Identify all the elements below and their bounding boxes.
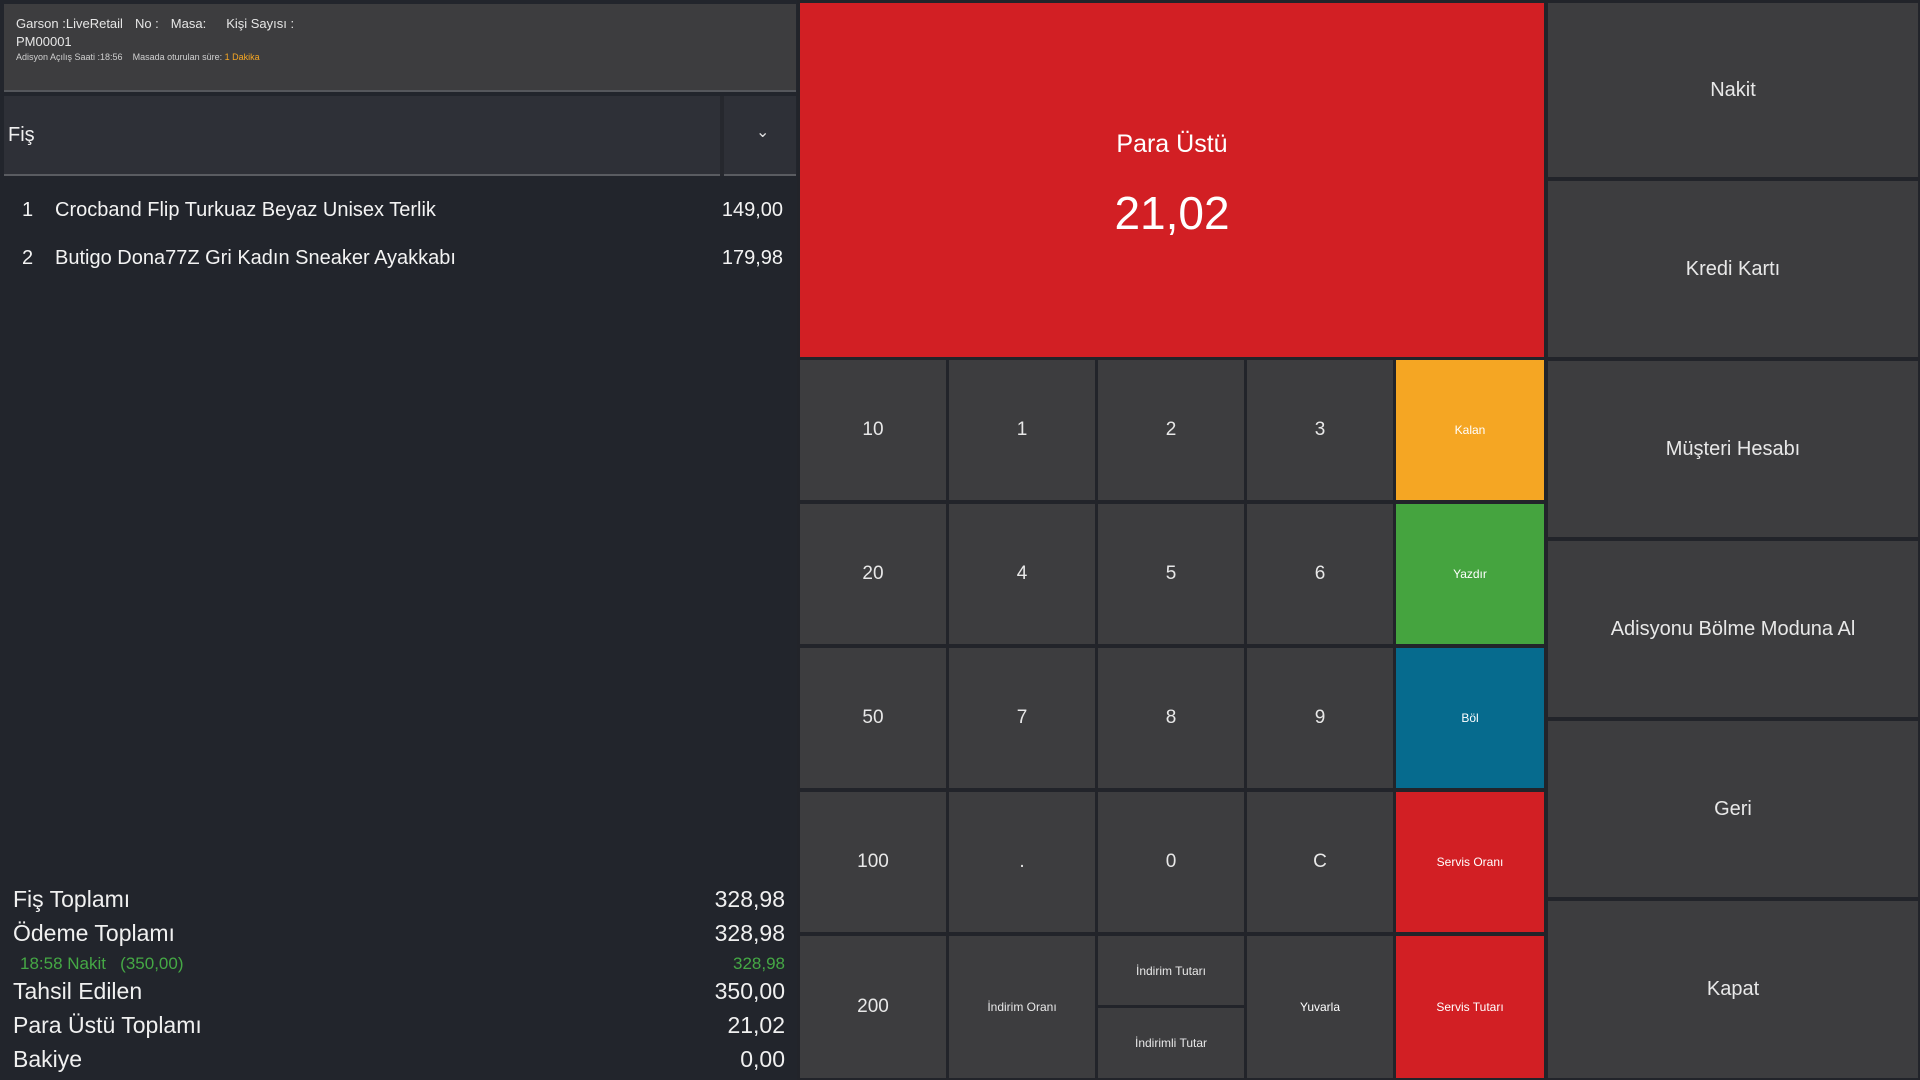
print-button[interactable]: Yazdır <box>1396 504 1544 644</box>
customer-account-button[interactable]: Müşteri Hesabı <box>1548 361 1918 537</box>
decimal-point-button[interactable]: . <box>949 792 1095 932</box>
guest-count-label: Kişi Sayısı : <box>226 16 295 31</box>
receipt-type-select[interactable]: Fiş ⌄ <box>4 96 796 176</box>
item-name: Butigo Dona77Z Gri Kadın Sneaker Ayakkab… <box>55 247 456 269</box>
list-item[interactable]: 1 Crocband Flip Turkuaz Beyaz Unisex Ter… <box>0 192 797 240</box>
order-info-header: Garson :LiveRetail No : Masa: Kişi Sayıs… <box>4 4 796 90</box>
key-7-button[interactable]: 7 <box>949 648 1095 788</box>
table-label: Masa: <box>170 16 207 31</box>
balance-row: Bakiye 0,00 <box>13 1046 785 1080</box>
receipt-total-value: 328,98 <box>714 886 785 912</box>
item-price: 149,00 <box>721 199 783 221</box>
totals-summary: Fiş Toplamı 328,98 Ödeme Toplamı 328,98 … <box>13 886 785 1080</box>
key-3-button[interactable]: 3 <box>1247 360 1393 500</box>
change-total-value: 21,02 <box>727 1012 785 1038</box>
credit-card-button[interactable]: Kredi Kartı <box>1548 181 1918 357</box>
seated-duration-value: 1 Dakika <box>224 52 260 62</box>
quick-amount-200-button[interactable]: 200 <box>800 936 946 1078</box>
collected-row: Tahsil Edilen 350,00 <box>13 978 785 1012</box>
select-divider <box>720 96 724 176</box>
payment-line-value: 328,98 <box>733 954 785 973</box>
order-no-label: No : <box>134 16 159 31</box>
item-price: 179,98 <box>721 247 783 269</box>
service-rate-button[interactable]: Servis Oranı <box>1396 792 1544 932</box>
quick-amount-10-button[interactable]: 10 <box>800 360 946 500</box>
balance-label: Bakiye <box>13 1046 83 1072</box>
change-display: Para Üstü 21,02 <box>800 3 1544 357</box>
clear-button[interactable]: C <box>1247 792 1393 932</box>
key-9-button[interactable]: 9 <box>1247 648 1393 788</box>
payment-line-label: 18:58 Nakit (350,00) <box>20 954 184 973</box>
payment-total-row: Ödeme Toplamı 328,98 <box>13 920 785 954</box>
change-label: Para Üstü <box>1116 130 1228 158</box>
collected-value: 350,00 <box>714 978 785 1004</box>
discount-rate-button[interactable]: İndirim Oranı <box>949 936 1095 1078</box>
item-number: 1 <box>22 199 34 221</box>
change-total-label: Para Üstü Toplamı <box>13 1012 202 1038</box>
waiter-label: Garson :LiveRetail <box>16 16 123 31</box>
change-value: 21,02 <box>1114 187 1230 239</box>
key-8-button[interactable]: 8 <box>1098 648 1244 788</box>
split-button[interactable]: Böl <box>1396 648 1544 788</box>
change-total-row: Para Üstü Toplamı 21,02 <box>13 1012 785 1046</box>
key-5-button[interactable]: 5 <box>1098 504 1244 644</box>
receipt-total-label: Fiş Toplamı <box>13 886 131 912</box>
quick-amount-100-button[interactable]: 100 <box>800 792 946 932</box>
balance-value: 0,00 <box>740 1046 785 1072</box>
item-number: 2 <box>22 247 34 269</box>
collected-label: Tahsil Edilen <box>13 978 143 1004</box>
chevron-down-icon[interactable]: ⌄ <box>756 124 770 141</box>
discounted-amount-button[interactable]: İndirimli Tutar <box>1098 1008 1244 1078</box>
close-button[interactable]: Kapat <box>1548 901 1918 1078</box>
header-divider <box>4 90 796 92</box>
receipt-total-row: Fiş Toplamı 328,98 <box>13 886 785 920</box>
key-6-button[interactable]: 6 <box>1247 504 1393 644</box>
payment-total-label: Ödeme Toplamı <box>13 920 175 946</box>
cash-button[interactable]: Nakit <box>1548 3 1918 177</box>
key-0-button[interactable]: 0 <box>1098 792 1244 932</box>
quick-amount-50-button[interactable]: 50 <box>800 648 946 788</box>
round-button[interactable]: Yuvarla <box>1247 936 1393 1078</box>
payment-total-value: 328,98 <box>714 920 785 946</box>
service-amount-button[interactable]: Servis Tutarı <box>1396 936 1544 1078</box>
receipt-panel: Garson :LiveRetail No : Masa: Kişi Sayıs… <box>0 0 797 1080</box>
list-item[interactable]: 2 Butigo Dona77Z Gri Kadın Sneaker Ayakk… <box>0 240 797 288</box>
seated-duration: Masada oturulan süre: 1 Dakika <box>132 52 260 62</box>
receipt-items-list: 1 Crocband Flip Turkuaz Beyaz Unisex Ter… <box>0 192 797 288</box>
discount-amount-button[interactable]: İndirim Tutarı <box>1098 936 1244 1005</box>
item-name: Crocband Flip Turkuaz Beyaz Unisex Terli… <box>55 199 436 221</box>
back-button[interactable]: Geri <box>1548 721 1918 897</box>
opening-time: Adisyon Açılış Saati :18:56 <box>16 52 123 62</box>
key-1-button[interactable]: 1 <box>949 360 1095 500</box>
remaining-button[interactable]: Kalan <box>1396 360 1544 500</box>
split-mode-button[interactable]: Adisyonu Bölme Moduna Al <box>1548 541 1918 717</box>
receipt-type-value: Fiş <box>8 124 35 146</box>
key-2-button[interactable]: 2 <box>1098 360 1244 500</box>
receipt-number: PM00001 <box>16 34 72 49</box>
quick-amount-20-button[interactable]: 20 <box>800 504 946 644</box>
payment-line-row[interactable]: 18:58 Nakit (350,00) 328,98 <box>13 954 785 978</box>
key-4-button[interactable]: 4 <box>949 504 1095 644</box>
